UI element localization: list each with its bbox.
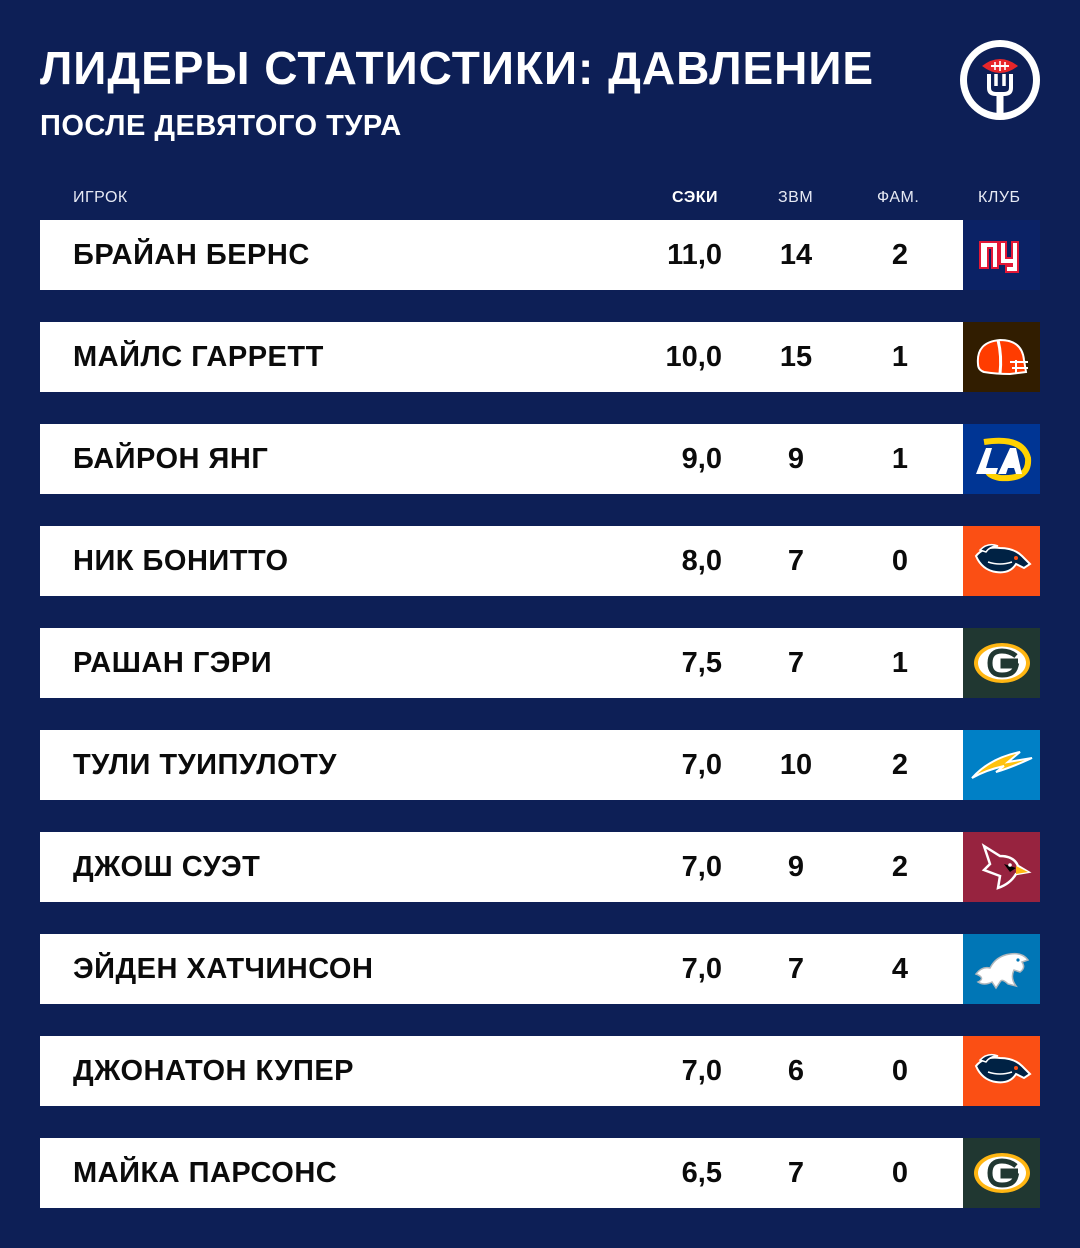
player-name: МАЙКА ПАРСОНС bbox=[73, 1157, 338, 1189]
zvm-value: 15 bbox=[779, 341, 813, 373]
table-row: БАЙРОН ЯНГ 9,0 9 1 bbox=[40, 424, 1040, 494]
fam-value: 2 bbox=[891, 749, 909, 781]
broncos-logo-icon bbox=[974, 543, 1032, 574]
football-fork-icon bbox=[960, 40, 1040, 120]
club-cell bbox=[963, 526, 1040, 596]
broncos-logo-icon bbox=[974, 1053, 1032, 1084]
player-name: БРАЙАН БЕРНС bbox=[73, 239, 310, 271]
fam-value: 0 bbox=[891, 1157, 909, 1189]
table-row: БРАЙАН БЕРНС 11,0 14 2 bbox=[40, 220, 1040, 290]
player-name: БАЙРОН ЯНГ bbox=[73, 443, 269, 475]
sacks-value: 7,0 bbox=[681, 953, 722, 985]
giants-logo-icon bbox=[978, 241, 1019, 273]
column-header-player: ИГРОК bbox=[73, 189, 128, 206]
table-row: НИК БОНИТТО 8,0 7 0 bbox=[40, 526, 1040, 596]
player-name: МАЙЛС ГАРРЕТТ bbox=[73, 341, 324, 373]
fam-value: 0 bbox=[891, 545, 909, 577]
column-header-fam: ФАМ. bbox=[877, 189, 920, 206]
sacks-value: 10,0 bbox=[665, 341, 722, 373]
zvm-value: 7 bbox=[787, 1157, 805, 1189]
page-subtitle: ПОСЛЕ ДЕВЯТОГО ТУРА bbox=[40, 110, 402, 142]
zvm-value: 7 bbox=[787, 647, 805, 679]
table-row: ДЖОШ СУЭТ 7,0 9 2 bbox=[40, 832, 1040, 902]
fam-value: 0 bbox=[891, 1055, 909, 1087]
browns-helmet-icon bbox=[976, 338, 1028, 376]
column-header-sacks: СЭКИ bbox=[672, 189, 718, 206]
rams-logo-icon bbox=[975, 437, 1031, 482]
sacks-value: 7,0 bbox=[681, 749, 722, 781]
sacks-value: 7,0 bbox=[681, 1055, 722, 1087]
club-cell bbox=[963, 322, 1040, 392]
table-row: ТУЛИ ТУИПУЛОТУ 7,0 10 2 bbox=[40, 730, 1040, 800]
club-cell bbox=[963, 424, 1040, 494]
zvm-value: 14 bbox=[779, 239, 813, 271]
table-header: ИГРОК СЭКИ ЗВМ ФАМ. КЛУБ bbox=[0, 186, 1080, 210]
fam-value: 1 bbox=[891, 647, 909, 679]
lions-logo-icon bbox=[974, 952, 1029, 990]
sacks-value: 7,5 bbox=[681, 647, 722, 679]
table-row: ДЖОНАТОН КУПЕР 7,0 6 0 bbox=[40, 1036, 1040, 1106]
cardinals-logo-icon bbox=[981, 843, 1032, 890]
packers-logo-icon bbox=[973, 1153, 1030, 1193]
player-name: ДЖОШ СУЭТ bbox=[73, 851, 261, 883]
zvm-value: 7 bbox=[787, 953, 805, 985]
fam-value: 2 bbox=[891, 851, 909, 883]
fam-value: 2 bbox=[891, 239, 909, 271]
club-cell bbox=[963, 730, 1040, 800]
fam-value: 1 bbox=[891, 341, 909, 373]
club-cell bbox=[963, 1138, 1040, 1208]
sacks-value: 9,0 bbox=[681, 443, 722, 475]
column-header-zvm: ЗВМ bbox=[778, 189, 814, 206]
player-name: РАШАН ГЭРИ bbox=[73, 647, 273, 679]
page-title: ЛИДЕРЫ СТАТИСТИКИ: ДАВЛЕНИЕ bbox=[40, 42, 875, 94]
fam-value: 4 bbox=[891, 953, 909, 985]
club-cell bbox=[963, 220, 1040, 290]
sacks-value: 8,0 bbox=[681, 545, 722, 577]
table-row: МАЙЛС ГАРРЕТТ 10,0 15 1 bbox=[40, 322, 1040, 392]
sacks-value: 7,0 bbox=[681, 851, 722, 883]
chargers-bolt-icon bbox=[970, 751, 1032, 779]
column-header-club: КЛУБ bbox=[978, 189, 1021, 206]
packers-logo-icon bbox=[973, 643, 1030, 683]
zvm-value: 9 bbox=[787, 443, 805, 475]
zvm-value: 9 bbox=[787, 851, 805, 883]
table-row: РАШАН ГЭРИ 7,5 7 1 bbox=[40, 628, 1040, 698]
player-name: ЭЙДЕН ХАТЧИНСОН bbox=[73, 953, 374, 985]
club-cell bbox=[963, 934, 1040, 1004]
fam-value: 1 bbox=[891, 443, 909, 475]
club-cell bbox=[963, 832, 1040, 902]
zvm-value: 6 bbox=[787, 1055, 805, 1087]
table-row: ЭЙДЕН ХАТЧИНСОН 7,0 7 4 bbox=[40, 934, 1040, 1004]
table-row: МАЙКА ПАРСОНС 6,5 7 0 bbox=[40, 1138, 1040, 1208]
sacks-value: 11,0 bbox=[667, 239, 722, 271]
player-name: НИК БОНИТТО bbox=[73, 545, 289, 577]
zvm-value: 10 bbox=[779, 749, 813, 781]
player-name: ТУЛИ ТУИПУЛОТУ bbox=[73, 749, 337, 781]
player-name: ДЖОНАТОН КУПЕР bbox=[73, 1055, 355, 1087]
club-cell bbox=[963, 1036, 1040, 1106]
sacks-value: 6,5 bbox=[681, 1157, 722, 1189]
zvm-value: 7 bbox=[787, 545, 805, 577]
club-cell bbox=[963, 628, 1040, 698]
